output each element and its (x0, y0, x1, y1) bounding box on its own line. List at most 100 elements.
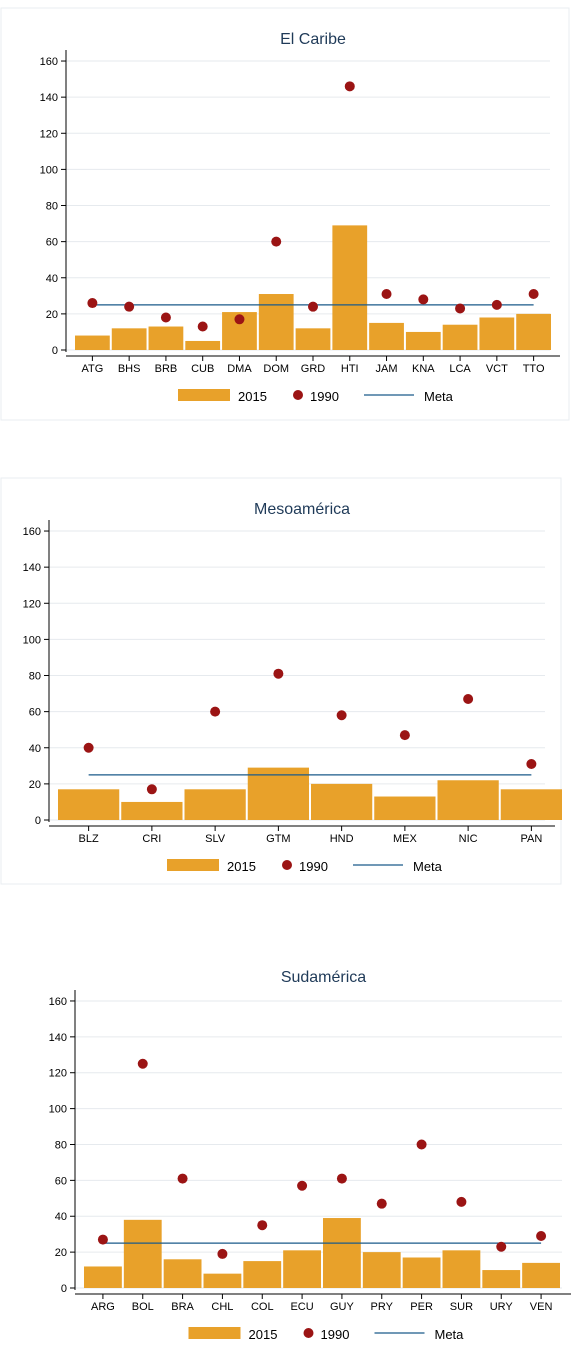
bar-nic (437, 780, 499, 820)
y-tick-label: 160 (49, 996, 67, 1008)
bar-hti (332, 225, 368, 350)
point-1990-hnd (336, 710, 347, 721)
bar-ury (482, 1270, 521, 1288)
y-tick-label: 60 (29, 707, 41, 719)
point-1990-per (416, 1139, 427, 1150)
x-tick-label-mex: MEX (393, 833, 418, 845)
legend-label-meta: Meta (424, 389, 454, 404)
point-1990-guy (336, 1173, 347, 1184)
x-tick-label-tto: TTO (523, 363, 545, 375)
x-tick-label-blz: BLZ (79, 833, 99, 845)
x-tick-label-vct: VCT (486, 363, 508, 375)
x-tick-label-per: PER (410, 1301, 433, 1313)
bar-vct (479, 317, 515, 350)
y-tick-label: 100 (49, 1104, 67, 1116)
x-tick-label-nic: NIC (459, 833, 478, 845)
point-1990-mex (399, 730, 410, 741)
legend-swatch-1990 (293, 390, 303, 400)
x-tick-label-grd: GRD (301, 363, 326, 375)
y-tick-label: 20 (29, 779, 41, 791)
chart-svg-mesoamerica: Mesoamérica 0 20 40 60 80 100 120 140 160 BLZ CRI SL… (0, 477, 562, 885)
point-1990-nic (463, 693, 474, 704)
legend-label-1990: 1990 (310, 389, 339, 404)
bar-chl (203, 1273, 242, 1288)
chart-panel-caribe: El Caribe 0 20 40 60 80 100 120 140 160 ATG BHS BRB C… (0, 0, 571, 430)
x-tick-label-bhs: BHS (118, 363, 141, 375)
legend-label-meta: Meta (413, 859, 443, 874)
x-tick-label-gtm: GTM (266, 833, 290, 845)
point-1990-chl (217, 1248, 228, 1259)
y-tick-label: 60 (55, 1175, 67, 1187)
legend: 2015 1990 Meta (178, 389, 454, 404)
point-1990-brb (160, 312, 171, 323)
x-tick-label-bra: BRA (171, 1301, 194, 1313)
y-tick-label: 160 (40, 56, 58, 68)
x-tick-label-col: COL (251, 1301, 274, 1313)
x-tick-label-hnd: HND (330, 833, 354, 845)
point-1990-blz (83, 742, 94, 753)
bar-bol (123, 1219, 162, 1288)
y-tick-label: 0 (52, 345, 58, 357)
y-tick-label: 20 (46, 309, 58, 321)
bar-slv (184, 789, 246, 820)
bar-hnd (311, 783, 373, 820)
legend-label-1990: 1990 (321, 1327, 350, 1342)
legend-swatch-1990 (303, 1328, 314, 1338)
bar-bra (163, 1259, 202, 1288)
x-tick-label-hti: HTI (341, 363, 359, 375)
point-1990-dma (234, 314, 245, 325)
point-1990-kna (418, 294, 429, 305)
bar-ven (522, 1262, 560, 1288)
x-tick-label-chl: CHL (211, 1301, 233, 1313)
bar-cri (121, 801, 183, 820)
x-tick-label-brb: BRB (155, 363, 178, 375)
legend-swatch-1990 (282, 860, 292, 870)
x-tick-label-ecu: ECU (290, 1301, 313, 1313)
legend: 2015 1990 Meta (188, 1327, 465, 1342)
x-tick-label-guy: GUY (330, 1301, 355, 1313)
legend-swatch-2015 (188, 1327, 241, 1339)
x-tick-label-cri: CRI (142, 833, 161, 845)
bar-gtm (247, 767, 309, 820)
legend-label-meta: Meta (435, 1327, 465, 1342)
y-tick-label: 120 (40, 128, 58, 140)
chart-svg-sudamerica: Sudamérica 0 20 40 60 80 100 120 140 160 ARG BOL BRA… (49, 969, 571, 1342)
bar-mex (374, 796, 436, 820)
y-tick-label: 100 (23, 634, 41, 646)
point-1990-jam (381, 289, 392, 300)
chart-title: El Caribe (280, 31, 346, 48)
y-tick-label: 20 (55, 1247, 67, 1259)
y-tick-label: 0 (61, 1283, 67, 1295)
bar-col (243, 1261, 282, 1288)
legend-swatch-2015 (178, 389, 230, 401)
bar-pan (500, 789, 562, 820)
panel-frame (0, 7, 570, 421)
bar-cub (185, 340, 221, 350)
point-1990-dom (271, 236, 282, 247)
x-tick-label-pry: PRY (371, 1301, 394, 1313)
point-1990-ven (536, 1230, 547, 1241)
point-1990-vct (491, 299, 502, 310)
point-1990-lca (455, 303, 466, 314)
bar-atg (75, 335, 110, 350)
x-tick-label-bol: BOL (132, 1301, 154, 1313)
bar-blz (58, 789, 120, 820)
legend-label-2015: 2015 (249, 1327, 278, 1342)
point-1990-gtm (273, 668, 284, 679)
bar-dom (258, 294, 294, 350)
x-tick-label-jam: JAM (376, 363, 398, 375)
x-tick-label-atg: ATG (81, 363, 103, 375)
legend-label-2015: 2015 (227, 859, 256, 874)
bar-arg (84, 1266, 122, 1288)
point-1990-cri (146, 784, 157, 795)
bar-pry (362, 1252, 401, 1288)
y-tick-label: 40 (29, 743, 41, 755)
point-1990-bhs (124, 301, 135, 312)
bar-sur (442, 1250, 481, 1288)
y-tick-label: 120 (23, 598, 41, 610)
y-tick-label: 140 (23, 562, 41, 574)
x-tick-label-lca: LCA (449, 363, 471, 375)
y-tick-label: 140 (49, 1032, 67, 1044)
bar-tto (516, 313, 551, 350)
y-tick-label: 120 (49, 1068, 67, 1080)
